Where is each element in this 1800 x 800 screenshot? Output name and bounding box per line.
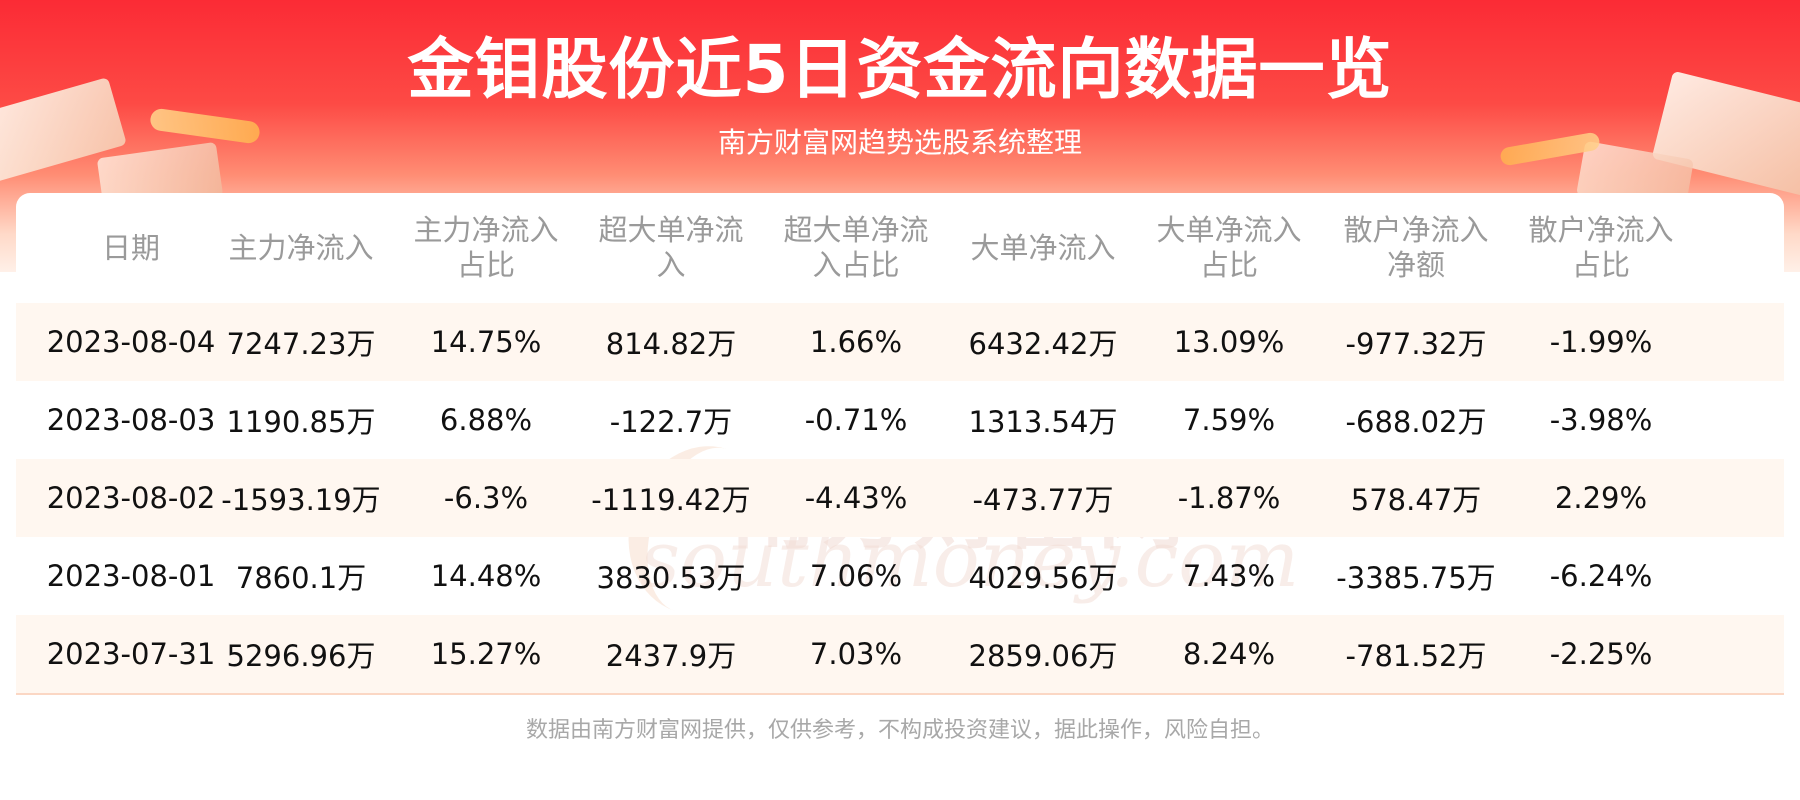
table-cell: 15.27% [430,637,542,671]
table-cell: -2.25% [1549,637,1653,671]
table-cell: -3.98% [1549,403,1653,437]
disclaimer-text: 数据由南方财富网提供，仅供参考，不构成投资建议，据此操作，风险自担。 [525,718,1274,743]
table-cell: 7.06% [809,559,903,593]
table-cell: -122.7万 [609,405,733,439]
column-header: 散户净流入占比 [1528,213,1674,282]
table-cell: -1.99% [1549,325,1653,359]
date-cell: 2023-08-03 [46,403,216,437]
table-cell: -1.87% [1177,481,1281,515]
table-cell: 6.88% [439,403,533,437]
table-cell: 3830.53万 [596,561,746,595]
table-cell: 1190.85万 [226,405,376,439]
table-cell: 7.59% [1182,403,1276,437]
column-header: 主力净流入 [228,230,374,265]
table-cell: 14.48% [430,559,542,593]
table-cell: 6432.42万 [968,327,1118,361]
table-cell: -6.24% [1549,559,1653,593]
table-cell: -1593.19万 [221,483,381,517]
table-cell: -0.71% [804,403,908,437]
table-cell: -3385.75万 [1336,561,1496,595]
column-header: 超大单净流入 [598,213,744,282]
table-header: 日期 主力净流入 主力净流入占比 超大单净流入 超大单净流入占比 大单净流入 大… [16,193,1784,303]
date-cell: 2023-07-31 [46,637,216,671]
table-cell: -473.77万 [972,483,1114,517]
table-cell: 7860.1万 [235,561,367,595]
table-cell: 8.24% [1182,637,1276,671]
column-header: 超大单净流入占比 [783,213,929,282]
column-header: 散户净流入净额 [1343,213,1489,282]
page-title: 金钼股份近5日资金流向数据一览 [407,31,1393,108]
column-header: 大单净流入占比 [1156,213,1302,282]
table-row: 2023-08-03 1190.85万 6.88% -122.7万 -0.71%… [16,381,1784,459]
table-row: 2023-07-31 5296.96万 15.27% 2437.9万 7.03%… [16,615,1784,693]
table-cell: -4.43% [804,481,908,515]
table-row: 2023-08-02 -1593.19万 -6.3% -1119.42万 -4.… [16,459,1784,537]
table-cell: 7.43% [1182,559,1276,593]
table-cell: 5296.96万 [226,639,376,673]
table-body: 2023-08-04 7247.23万 14.75% 814.82万 1.66%… [16,303,1784,693]
table-cell: 1313.54万 [968,405,1118,439]
table-cell: -688.02万 [1345,405,1487,439]
column-header: 大单净流入 [970,230,1116,265]
table-cell: 14.75% [430,325,542,359]
table-cell: 1.66% [809,325,903,359]
table-cell: 578.47万 [1350,483,1482,517]
table-cell: 7247.23万 [226,327,376,361]
table-cell: -6.3% [443,481,529,515]
table-cell: 2.29% [1554,481,1648,515]
table-row: 2023-08-01 7860.1万 14.48% 3830.53万 7.06%… [16,537,1784,615]
table-cell: -977.32万 [1345,327,1487,361]
date-cell: 2023-08-04 [46,325,216,359]
table-row: 2023-08-04 7247.23万 14.75% 814.82万 1.66%… [16,303,1784,381]
column-header: 主力净流入占比 [413,213,559,282]
table-cell: 4029.56万 [968,561,1118,595]
table-cell: 2859.06万 [968,639,1118,673]
table-cell: 2437.9万 [605,639,737,673]
table-cell: -781.52万 [1345,639,1487,673]
date-cell: 2023-08-01 [46,559,216,593]
date-cell: 2023-08-02 [46,481,216,515]
page-subtitle: 南方财富网趋势选股系统整理 [717,126,1082,159]
footer-divider [16,693,1784,695]
table-cell: 13.09% [1173,325,1285,359]
table-cell: 814.82万 [605,327,737,361]
column-header: 日期 [101,230,160,265]
table-cell: 7.03% [809,637,903,671]
table-cell: -1119.42万 [591,483,751,517]
